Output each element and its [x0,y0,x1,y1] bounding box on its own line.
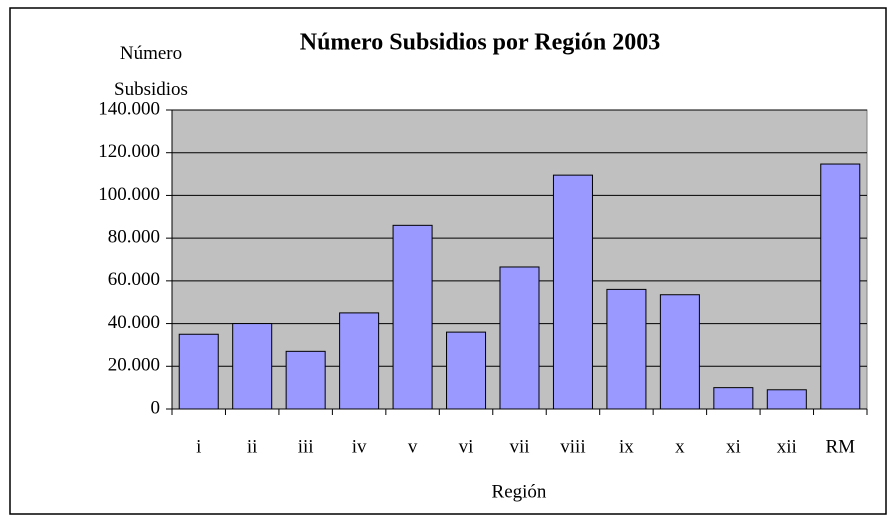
bar [499,266,540,410]
y-tick-label: 40.000 [108,312,160,333]
y-tick-label: 140.000 [98,98,160,119]
bar [820,163,861,410]
y-tick-label: 80.000 [108,227,160,248]
x-tick-label: vi [459,436,474,457]
x-tick-label: vii [509,436,529,457]
bar [552,174,593,410]
x-tick-label: ix [619,436,634,457]
y-tick-label: 100.000 [98,184,160,205]
bar [285,350,326,410]
y-axis-label: Número Subsidios [114,43,188,100]
x-tick-label: xii [777,436,797,457]
x-tick-label: ii [247,436,258,457]
y-tick-label: 0 [151,397,161,418]
bar [606,288,647,410]
x-tick-label: viii [560,436,585,457]
x-tick-label: iii [298,436,314,457]
y-tick-label: 20.000 [108,355,160,376]
bar [713,387,754,410]
bar [766,389,807,410]
y-tick-label: 60.000 [108,269,160,290]
bar [446,331,487,410]
x-tick-label: RM [825,436,855,457]
bar [339,312,380,410]
y-tick-label: 120.000 [98,141,160,162]
bar [232,323,273,410]
bar [392,224,433,410]
chart-title: Número Subsidios por Región 2003 [300,30,661,56]
x-tick-label: iv [352,436,367,457]
x-tick-label: v [408,436,418,457]
bar [178,333,219,410]
x-tick-label: x [675,436,685,457]
x-tick-label: xi [726,436,741,457]
bar [659,294,700,410]
x-axis-label: Región [492,481,547,502]
x-tick-label: i [196,436,201,457]
